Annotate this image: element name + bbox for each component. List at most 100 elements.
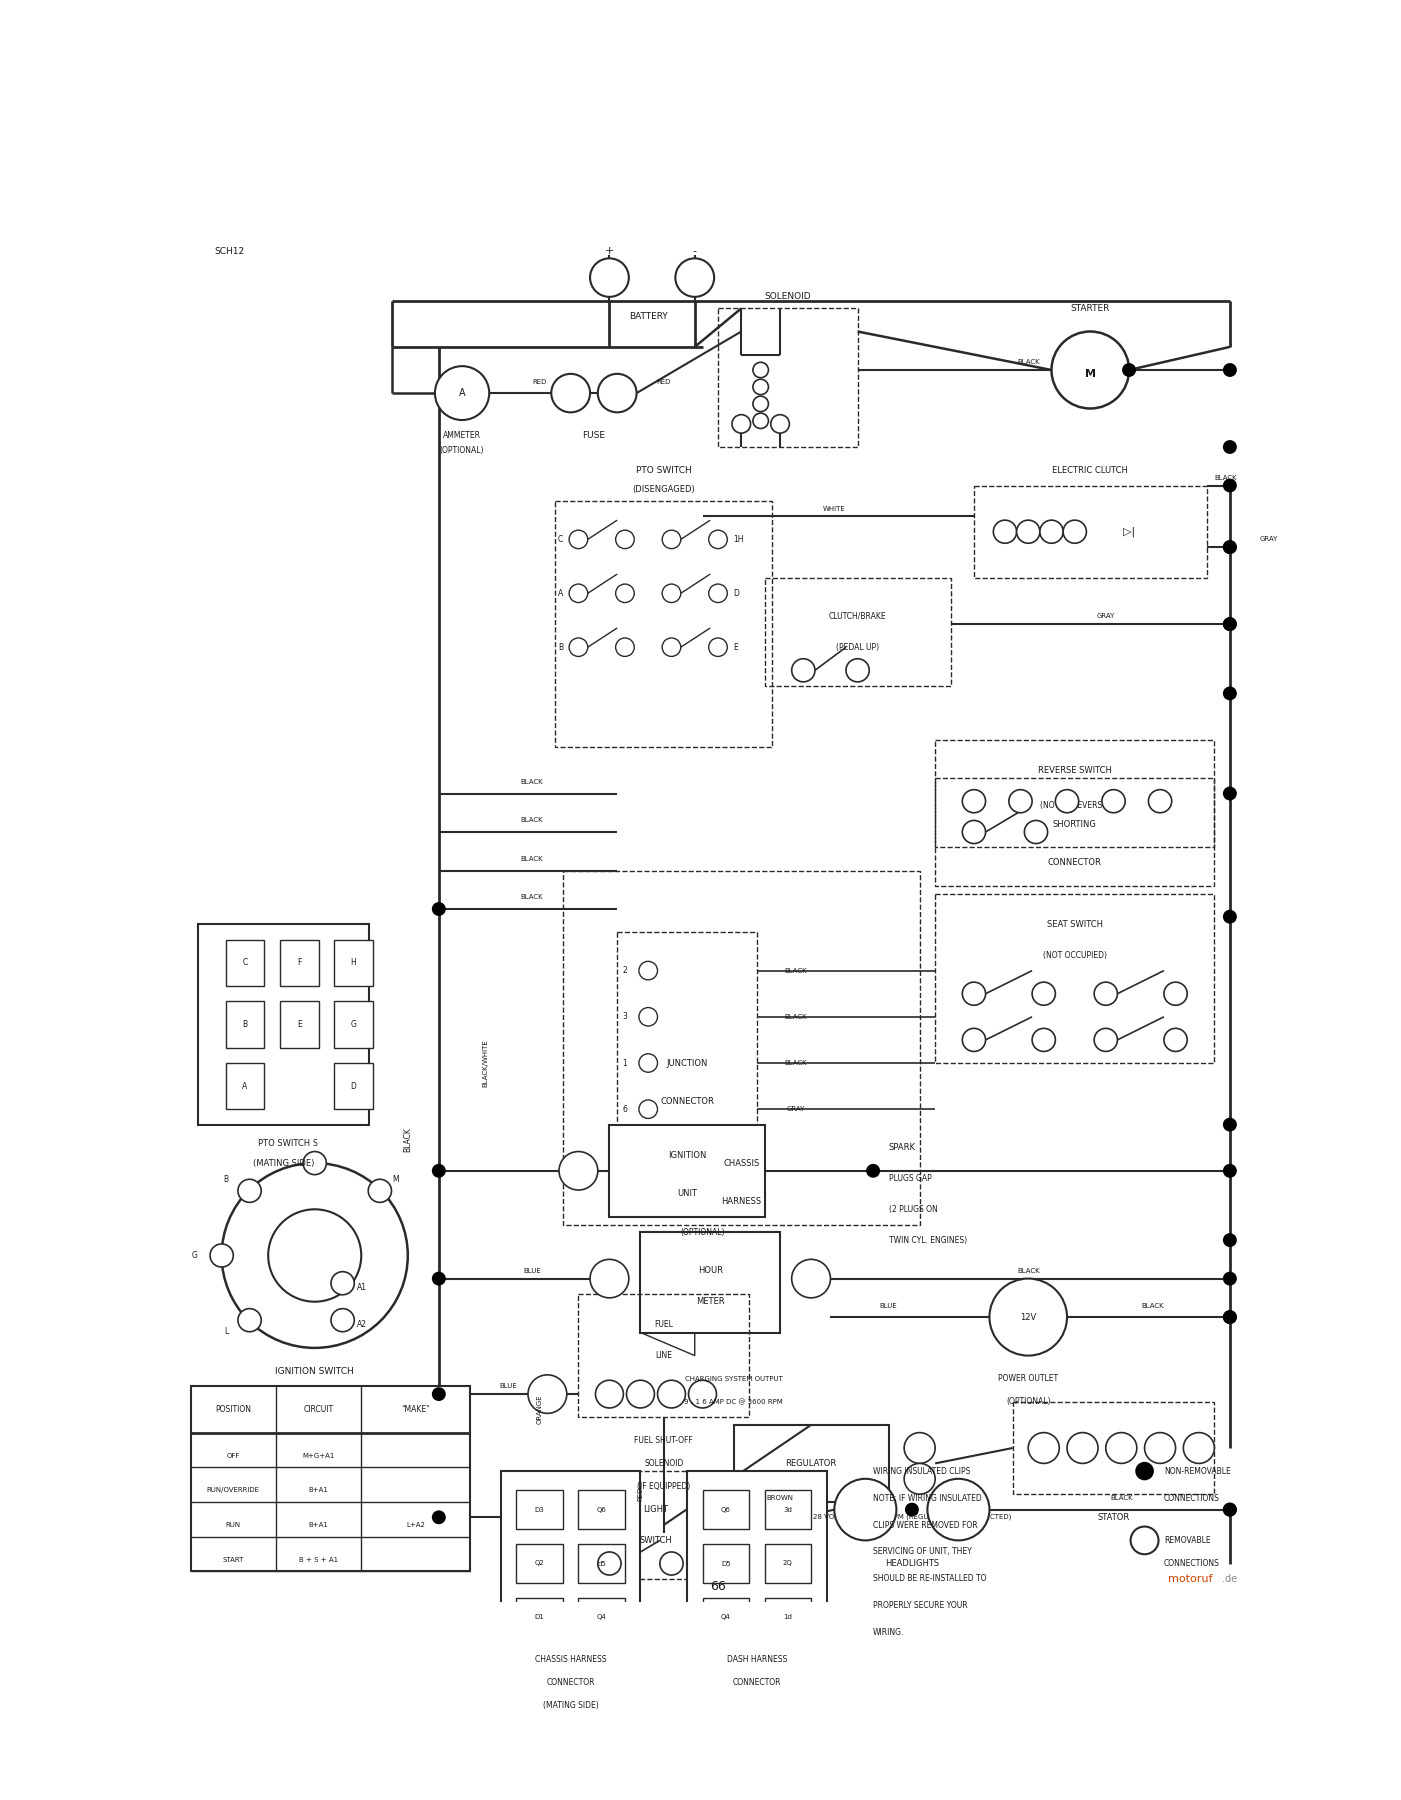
Text: PROPERLY SECURE YOUR: PROPERLY SECURE YOUR bbox=[873, 1602, 968, 1611]
Circle shape bbox=[1068, 1433, 1098, 1463]
Circle shape bbox=[1103, 790, 1125, 814]
Circle shape bbox=[559, 1152, 598, 1190]
Bar bbox=[517, 1544, 563, 1582]
Text: STARTER: STARTER bbox=[1070, 304, 1110, 313]
Text: STATOR: STATOR bbox=[1097, 1512, 1129, 1521]
Text: POWER OUTLET: POWER OUTLET bbox=[998, 1373, 1058, 1382]
Circle shape bbox=[663, 637, 681, 657]
Bar bbox=[333, 1064, 373, 1109]
Bar bbox=[686, 1471, 827, 1640]
Circle shape bbox=[1223, 479, 1237, 493]
Circle shape bbox=[432, 1388, 446, 1400]
Circle shape bbox=[1164, 1028, 1187, 1051]
Bar bbox=[333, 1001, 373, 1048]
Text: (MATING SIDE): (MATING SIDE) bbox=[254, 1159, 314, 1168]
Text: AMMETER: AMMETER bbox=[443, 430, 481, 439]
Circle shape bbox=[1094, 1028, 1118, 1051]
Text: (NOT IN REVERSE): (NOT IN REVERSE) bbox=[1040, 801, 1110, 810]
Circle shape bbox=[432, 1165, 446, 1177]
Text: C: C bbox=[242, 958, 248, 967]
Text: GRAY: GRAY bbox=[1097, 614, 1115, 619]
Circle shape bbox=[835, 1480, 897, 1541]
Circle shape bbox=[1131, 1526, 1159, 1553]
Text: (2 PLUGS ON: (2 PLUGS ON bbox=[888, 1204, 937, 1213]
Text: BLACK: BLACK bbox=[785, 1060, 807, 1066]
Text: ▷|: ▷| bbox=[1124, 526, 1135, 536]
Text: RED: RED bbox=[532, 378, 546, 385]
Bar bbox=[765, 1544, 811, 1582]
Text: B: B bbox=[224, 1175, 228, 1184]
Text: SCH12: SCH12 bbox=[214, 247, 244, 256]
Text: RUN: RUN bbox=[226, 1523, 241, 1528]
Circle shape bbox=[528, 1375, 567, 1413]
Text: BLACK: BLACK bbox=[521, 817, 544, 823]
Circle shape bbox=[1223, 1165, 1237, 1177]
Circle shape bbox=[904, 1433, 936, 1463]
Circle shape bbox=[639, 1100, 657, 1118]
Text: BLACK: BLACK bbox=[785, 968, 807, 974]
Text: BLACK: BLACK bbox=[521, 895, 544, 900]
Circle shape bbox=[1055, 790, 1079, 814]
Text: CONNECTOR: CONNECTOR bbox=[546, 1678, 595, 1687]
Text: WIRING INSULATED CLIPS: WIRING INSULATED CLIPS bbox=[873, 1467, 971, 1476]
Circle shape bbox=[1223, 540, 1237, 554]
Text: A: A bbox=[458, 389, 465, 398]
Circle shape bbox=[1223, 909, 1237, 923]
Bar bbox=[734, 1426, 888, 1501]
Text: BLACK: BLACK bbox=[521, 857, 544, 862]
Text: SHORTING: SHORTING bbox=[1052, 819, 1097, 828]
Circle shape bbox=[927, 1480, 989, 1541]
Text: 1d: 1d bbox=[783, 1615, 792, 1620]
Bar bbox=[618, 932, 757, 1148]
Text: 1: 1 bbox=[622, 1058, 628, 1067]
Circle shape bbox=[709, 531, 727, 549]
Circle shape bbox=[962, 983, 985, 1004]
Text: D1: D1 bbox=[535, 1615, 545, 1620]
Text: 12V: 12V bbox=[1020, 1312, 1037, 1321]
Bar bbox=[579, 1598, 625, 1636]
Circle shape bbox=[1149, 790, 1171, 814]
Circle shape bbox=[432, 1510, 446, 1525]
Circle shape bbox=[639, 961, 657, 979]
Text: DASH HARNESS: DASH HARNESS bbox=[727, 1656, 787, 1665]
Circle shape bbox=[1223, 540, 1237, 554]
Text: (OPTIONAL): (OPTIONAL) bbox=[1006, 1397, 1051, 1406]
Circle shape bbox=[1033, 983, 1055, 1004]
Bar bbox=[936, 740, 1215, 848]
Circle shape bbox=[1028, 1433, 1059, 1463]
Text: Q2: Q2 bbox=[535, 1561, 545, 1566]
Circle shape bbox=[1105, 1433, 1136, 1463]
Circle shape bbox=[1033, 1028, 1055, 1051]
Circle shape bbox=[639, 1008, 657, 1026]
Text: RUN/OVERRIDE: RUN/OVERRIDE bbox=[207, 1487, 259, 1494]
Text: SOLENOID: SOLENOID bbox=[765, 292, 811, 301]
Circle shape bbox=[1223, 1503, 1237, 1517]
Circle shape bbox=[993, 520, 1017, 544]
Bar bbox=[226, 940, 265, 986]
Text: BLACK/WHITE: BLACK/WHITE bbox=[482, 1039, 489, 1087]
Text: 9 - 1 6 AMP DC @ 3600 RPM: 9 - 1 6 AMP DC @ 3600 RPM bbox=[684, 1399, 783, 1406]
Text: (IF EQUIPPED): (IF EQUIPPED) bbox=[637, 1481, 691, 1490]
Circle shape bbox=[569, 583, 588, 603]
Circle shape bbox=[1223, 617, 1237, 632]
Text: (NOT OCCUPIED): (NOT OCCUPIED) bbox=[1042, 950, 1107, 959]
Text: E: E bbox=[734, 643, 738, 652]
Text: SWITCH: SWITCH bbox=[640, 1535, 672, 1544]
Circle shape bbox=[660, 1552, 684, 1575]
Text: METER: METER bbox=[696, 1298, 724, 1307]
Text: B + S + A1: B + S + A1 bbox=[298, 1557, 338, 1562]
Text: "MAKE": "MAKE" bbox=[401, 1406, 430, 1415]
Bar bbox=[1013, 1402, 1215, 1494]
Circle shape bbox=[709, 637, 727, 657]
Text: BLACK: BLACK bbox=[1140, 1303, 1164, 1309]
Circle shape bbox=[368, 1179, 391, 1202]
Text: B+A1: B+A1 bbox=[308, 1487, 329, 1494]
Circle shape bbox=[663, 531, 681, 549]
Circle shape bbox=[1024, 821, 1048, 844]
Text: CONNECTIONS: CONNECTIONS bbox=[1164, 1494, 1220, 1503]
Bar bbox=[702, 1490, 750, 1528]
Circle shape bbox=[1052, 331, 1129, 409]
Text: CIRCUIT: CIRCUIT bbox=[304, 1406, 333, 1415]
Circle shape bbox=[1223, 617, 1237, 632]
Text: (DISENGAGED): (DISENGAGED) bbox=[632, 484, 695, 493]
